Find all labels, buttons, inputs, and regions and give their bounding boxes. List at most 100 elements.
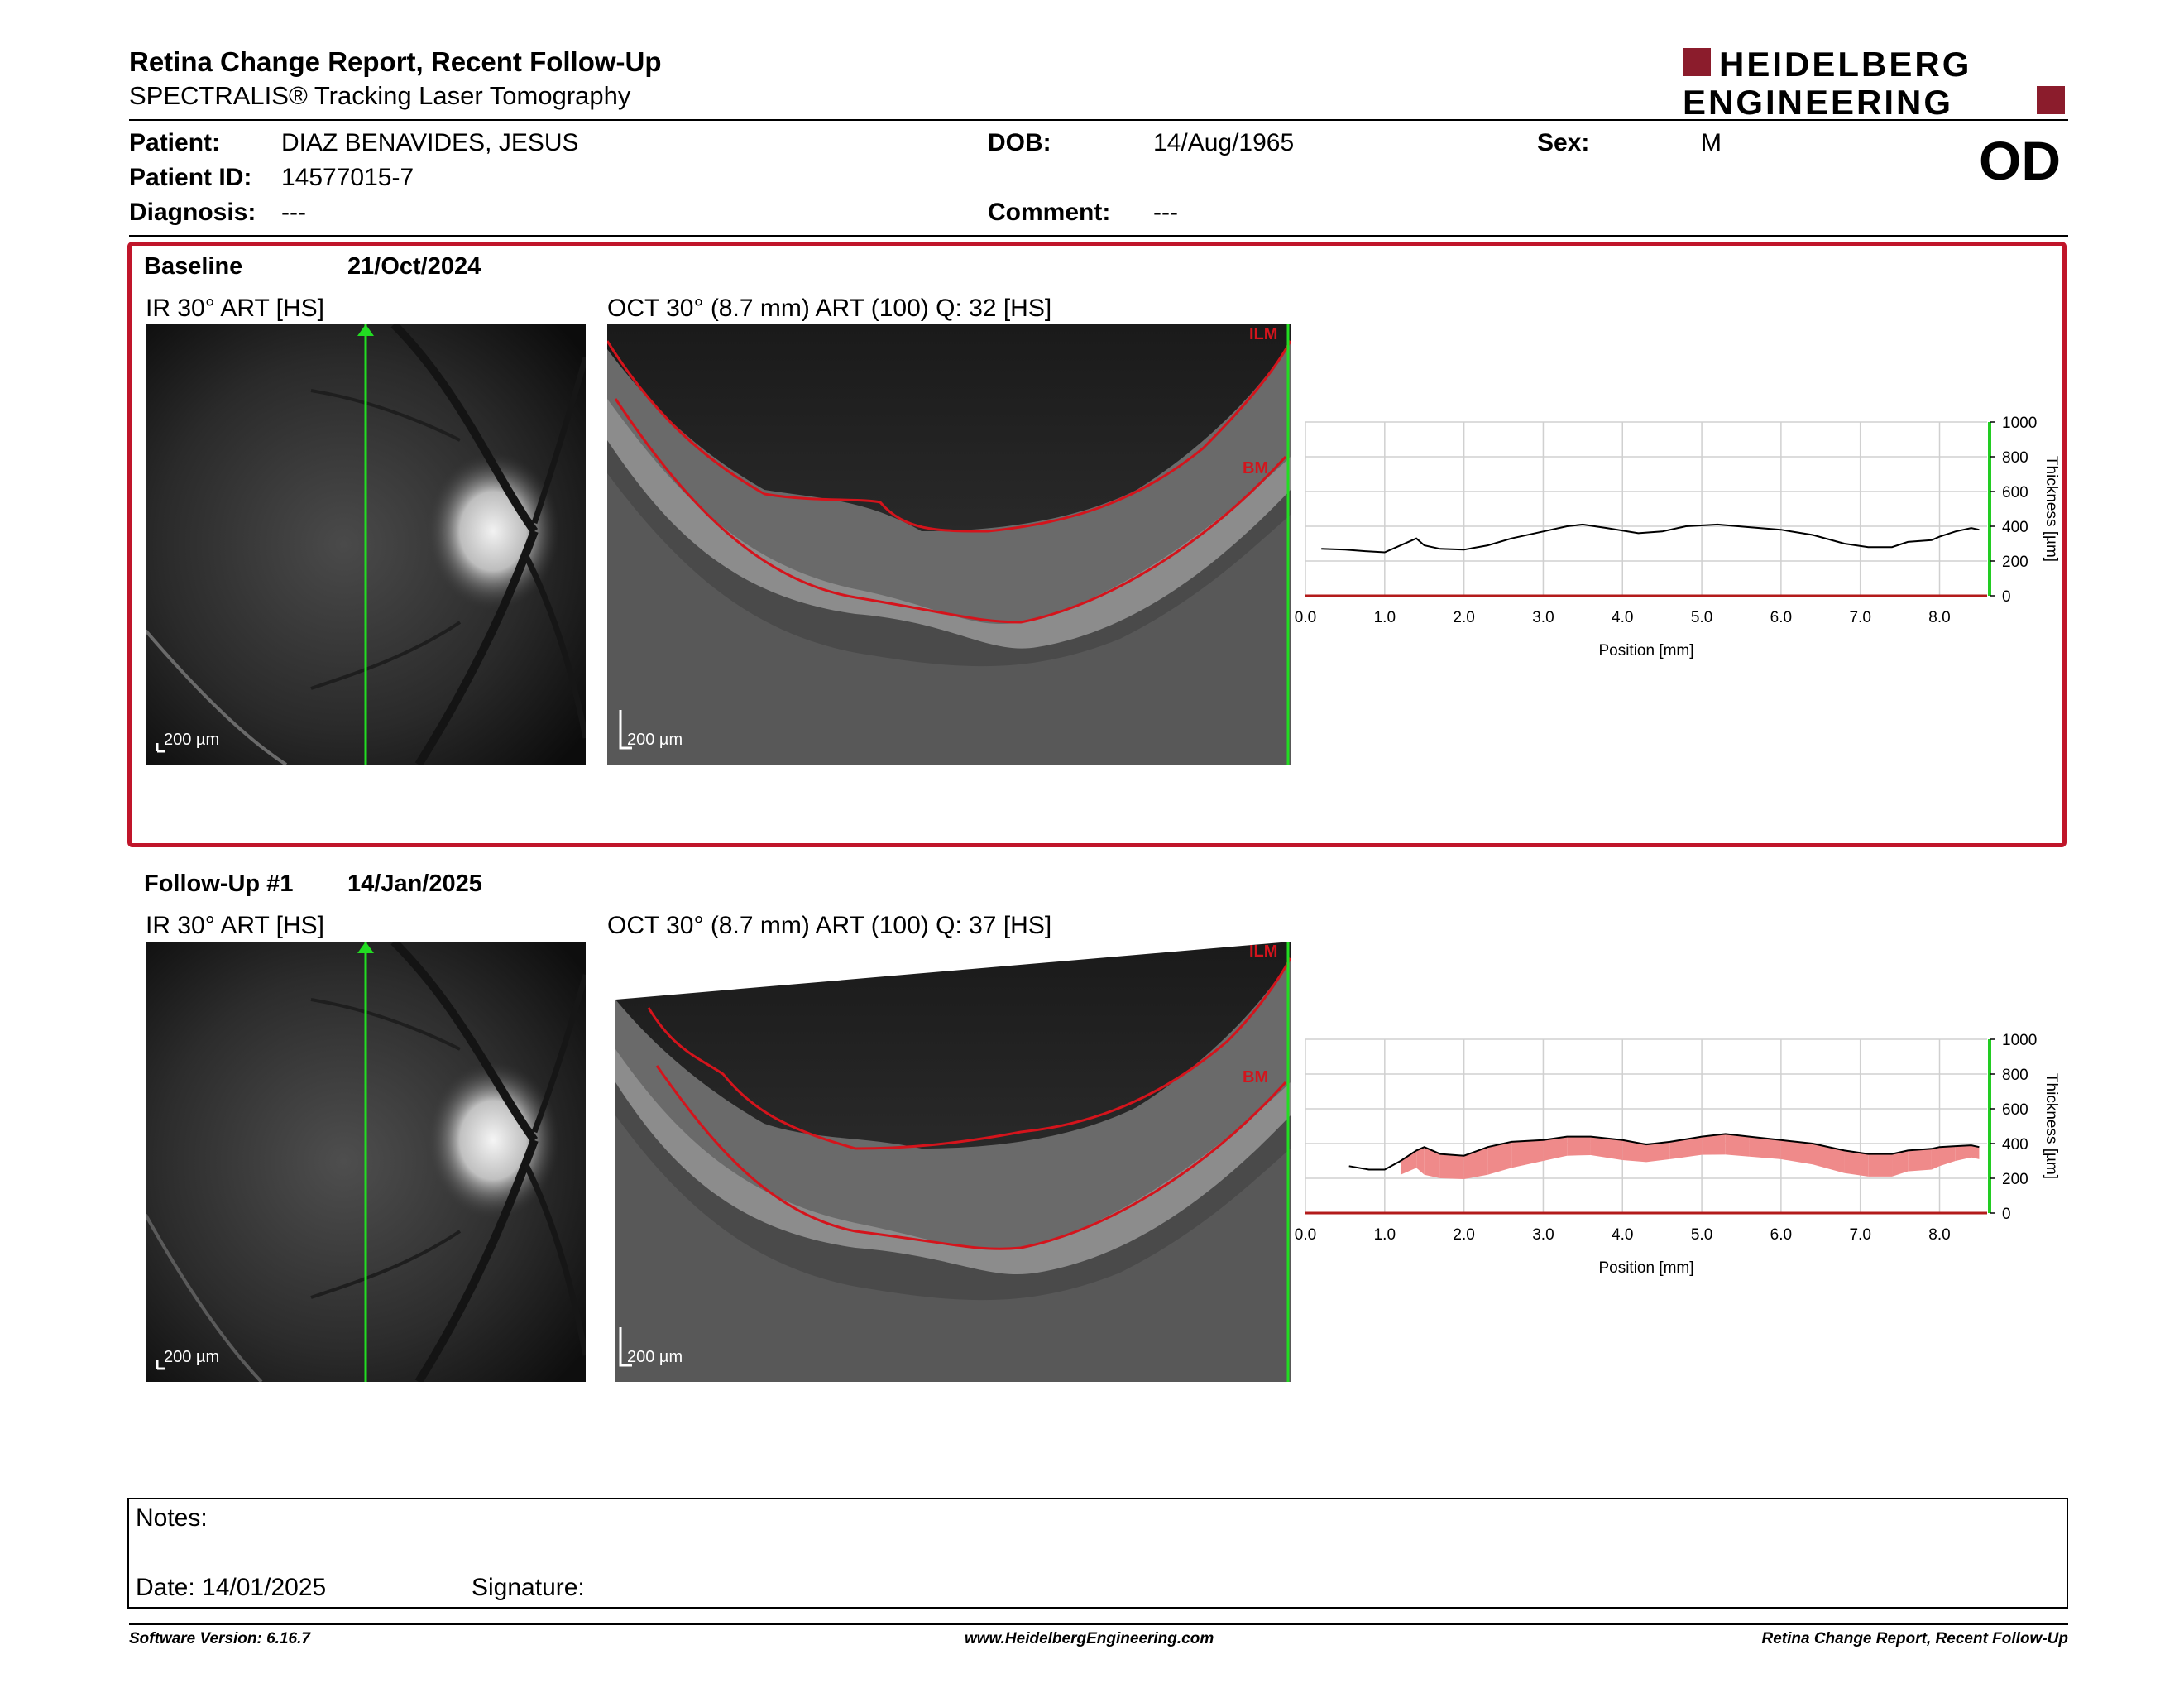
baseline-thickness-chart: 0.0 1.0 2.0 3.0 4.0 5.0 6.0 7.0 8.0 0 200 400 600 800… — [1295, 415, 2060, 659]
thickness-decrease-area — [1622, 1139, 1646, 1163]
x-tick-label: 6.0 — [1770, 1226, 1792, 1244]
followup-ir-title: IR 30° ART [HS] — [146, 912, 324, 939]
thickness-line — [1321, 523, 1980, 554]
baseline-ir-scale: 200 µm — [164, 731, 219, 749]
diagnosis-label: Diagnosis: — [129, 199, 256, 226]
x-axis-label: Position [mm] — [1598, 1259, 1693, 1277]
y-tick-label: 1000 — [2002, 415, 2037, 432]
svg-text:HEIDELBERG: HEIDELBERG — [1719, 45, 1971, 84]
report-title: Retina Change Report, Recent Follow-Up — [129, 46, 662, 77]
thickness-decrease-area — [1439, 1153, 1464, 1180]
x-tick-label: 2.0 — [1453, 609, 1474, 626]
followup-oct-bscan-image: ILM BM 200 µm — [607, 942, 1291, 1382]
thickness-decrease-area — [1892, 1150, 1909, 1177]
baseline-date: 21/Oct/2024 — [347, 253, 481, 280]
chart-grid — [1305, 421, 1987, 597]
thickness-decrease-area — [1511, 1139, 1544, 1168]
footer-website: www.HeidelbergEngineering.com — [965, 1630, 1214, 1647]
signature-label: Signature: — [472, 1574, 585, 1601]
footer-divider — [129, 1623, 2068, 1625]
heidelberg-logo: HEIDELBERG ENGINEERING — [1683, 45, 2065, 119]
thickness-decrease-area — [1749, 1136, 1781, 1159]
y-tick-label: 800 — [2002, 1067, 2028, 1084]
x-tick-label: 2.0 — [1453, 1226, 1474, 1244]
y-tick-label: 0 — [2002, 588, 2011, 606]
y-tick-label: 1000 — [2002, 1032, 2037, 1049]
baseline-label: Baseline — [144, 253, 243, 280]
x-axis-label: Position [mm] — [1598, 642, 1693, 659]
x-tick-label: 5.0 — [1691, 609, 1712, 626]
x-tick-label: 8.0 — [1928, 1226, 1950, 1244]
y-axis-label: Thickness [µm] — [2043, 1073, 2060, 1179]
baseline-oct-title: OCT 30° (8.7 mm) ART (100) Q: 32 [HS] — [607, 295, 1052, 322]
notes-date: Date: 14/01/2025 — [136, 1574, 327, 1601]
thickness-decrease-area — [1780, 1139, 1813, 1165]
thickness-decrease-area — [1646, 1141, 1670, 1163]
followup-bm-label: BM — [1243, 1068, 1268, 1086]
thickness-decrease-area — [1543, 1136, 1568, 1161]
eye-laterality: OD — [1979, 130, 2061, 191]
followup-thickness-chart: 0.0 1.0 2.0 3.0 4.0 5.0 6.0 7.0 8.0 0 200 400 600 800… — [1295, 1032, 2060, 1277]
thickness-decrease-area — [1487, 1141, 1512, 1175]
baseline-oct-scale: 200 µm — [627, 731, 682, 749]
x-tick-label: 7.0 — [1849, 1226, 1870, 1244]
followup-date: 14/Jan/2025 — [347, 870, 482, 897]
x-tick-label: 0.0 — [1295, 1226, 1316, 1244]
thickness-decrease-area — [1955, 1145, 1971, 1161]
x-tick-label: 3.0 — [1532, 609, 1554, 626]
baseline-oct-bscan-image: ILM BM 200 µm — [607, 324, 1291, 765]
dob-value: 14/Aug/1965 — [1153, 129, 1295, 156]
y-tick-label: 600 — [2002, 484, 2028, 501]
thickness-decrease-area — [1590, 1136, 1623, 1160]
comment-value: --- — [1153, 199, 1178, 226]
dob-label: DOB: — [988, 129, 1051, 156]
thickness-decrease-area — [1463, 1147, 1488, 1180]
x-tick-label: 3.0 — [1532, 1226, 1554, 1244]
followup-ir-fundus-image: 200 µm — [146, 942, 586, 1382]
x-tick-label: 1.0 — [1374, 609, 1396, 626]
notes-label: Notes: — [136, 1504, 208, 1532]
thickness-decrease-area — [1416, 1147, 1425, 1175]
thickness-decrease-area — [1567, 1136, 1591, 1156]
thickness-decrease-area — [1868, 1153, 1893, 1177]
thickness-decrease-area — [1971, 1145, 1980, 1159]
y-tick-label: 200 — [2002, 554, 2028, 571]
thickness-decrease-area — [1725, 1134, 1750, 1157]
followup-oct-scale: 200 µm — [627, 1348, 682, 1366]
patient-divider — [129, 235, 2068, 237]
baseline-section-highlight — [127, 242, 2067, 847]
thickness-decrease-area — [1400, 1150, 1417, 1175]
followup-oct-title: OCT 30° (8.7 mm) ART (100) Q: 37 [HS] — [607, 912, 1052, 939]
y-tick-label: 400 — [2002, 519, 2028, 536]
thickness-decrease-area — [1813, 1144, 1845, 1173]
patient-name: DIAZ BENAVIDES, JESUS — [281, 129, 579, 156]
header-divider — [129, 119, 2068, 121]
diagnosis-value: --- — [281, 199, 306, 226]
baseline-ir-fundus-image: 200 µm — [146, 324, 586, 765]
y-tick-label: 200 — [2002, 1171, 2028, 1188]
x-tick-label: 1.0 — [1374, 1226, 1396, 1244]
thickness-decrease-area — [1669, 1136, 1703, 1159]
thickness-decrease-area — [1424, 1147, 1440, 1178]
patient-id: 14577015-7 — [281, 164, 414, 191]
baseline-ilm-label: ILM — [1249, 325, 1277, 343]
x-tick-label: 5.0 — [1691, 1226, 1712, 1244]
svg-text:ENGINEERING: ENGINEERING — [1683, 83, 1953, 119]
x-tick-label: 8.0 — [1928, 609, 1950, 626]
sex-label: Sex: — [1537, 129, 1590, 156]
patient-id-label: Patient ID: — [129, 164, 252, 191]
baseline-bm-label: BM — [1243, 459, 1268, 477]
thickness-line — [1348, 1133, 1980, 1171]
x-tick-label: 4.0 — [1612, 1226, 1633, 1244]
y-tick-label: 400 — [2002, 1136, 2028, 1153]
notes-box[interactable]: Notes: Date: 14/01/2025 Signature: — [127, 1498, 2068, 1609]
thickness-decrease-area — [1844, 1150, 1869, 1177]
thickness-decrease-area — [1939, 1146, 1956, 1167]
patient-label: Patient: — [129, 129, 221, 156]
x-tick-label: 0.0 — [1295, 609, 1316, 626]
thickness-decrease-area — [1931, 1147, 1940, 1170]
footer-report-name: Retina Change Report, Recent Follow-Up — [1761, 1630, 2068, 1647]
y-tick-label: 0 — [2002, 1206, 2011, 1223]
report-subtitle: SPECTRALIS® Tracking Laser Tomography — [129, 81, 631, 110]
y-tick-label: 600 — [2002, 1101, 2028, 1119]
